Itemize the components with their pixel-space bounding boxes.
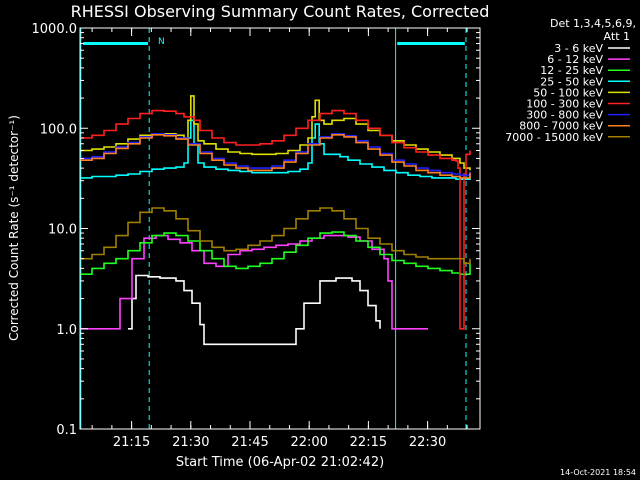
y-tick-label: 1000.0: [32, 22, 78, 37]
chart-title: RHESSI Observing Summary Count Rates, Co…: [71, 2, 490, 21]
series-line-2: [80, 231, 471, 276]
legend-header-detectors: Det 1,3,4,5,6,9,: [550, 17, 636, 30]
x-tick-label: 21:30: [172, 435, 209, 450]
legend-header-attenuator: Att 1: [604, 30, 630, 43]
x-tick-label: 22:15: [350, 435, 387, 450]
night-marker-label: N: [158, 37, 165, 47]
axes-frame: [79, 27, 481, 430]
series-line-3: [80, 119, 471, 180]
timestamp: 14-Oct-2021 18:54: [560, 468, 636, 477]
x-axis-label: Start Time (06-Apr-02 21:02:42): [176, 455, 384, 470]
series-line-5: [80, 109, 471, 330]
legend-label-3: 25 - 50 keV: [540, 75, 603, 88]
x-tick-label: 21:45: [231, 435, 268, 450]
y-tick-label: 1.0: [56, 323, 77, 338]
y-tick-label: 100.0: [40, 122, 77, 137]
legend-label-4: 50 - 100 keV: [533, 86, 603, 99]
x-tick-label: 22:30: [409, 435, 446, 450]
series-line-8: [80, 207, 471, 265]
series-line-0: [128, 274, 381, 346]
series-line-1: [80, 234, 428, 330]
legend-label-1: 6 - 12 keV: [547, 53, 603, 66]
legend-label-0: 3 - 6 keV: [554, 42, 603, 55]
y-axis-label: Corrected Count Rate (s⁻¹ detector⁻¹): [7, 115, 21, 341]
y-tick-label: 10.0: [48, 223, 77, 238]
series-line-7: [80, 134, 471, 179]
legend-label-6: 300 - 800 keV: [526, 109, 603, 122]
axis-ticks: 0.1 1.0 10.0 100.0 1000.0 21:15 21:30 21:45 22:0…: [32, 22, 480, 450]
night-markers: [80, 28, 467, 429]
legend-label-5: 100 - 300 keV: [526, 98, 603, 111]
series-line-4: [80, 95, 471, 171]
legend-label-7: 800 - 7000 keV: [519, 120, 603, 133]
legend-label-8: 7000 - 15000 keV: [505, 131, 603, 144]
series-lines: [80, 95, 471, 346]
x-tick-label: 21:15: [113, 435, 150, 450]
y-tick-label: 0.1: [56, 423, 77, 438]
x-tick-label: 22:00: [290, 435, 327, 450]
legend-label-2: 12 - 25 keV: [540, 64, 603, 77]
